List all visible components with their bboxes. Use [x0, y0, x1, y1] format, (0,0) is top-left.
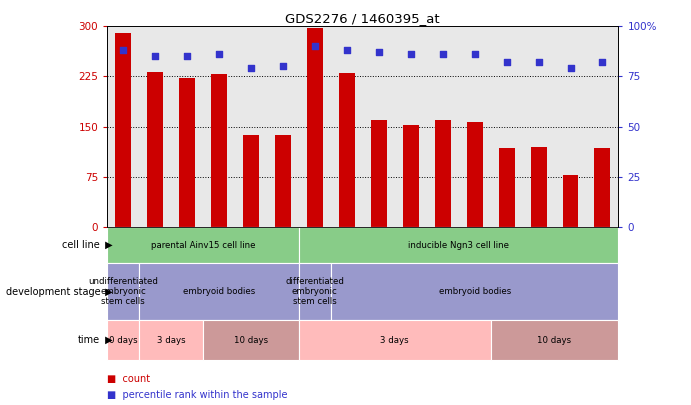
Bar: [139, 320, 203, 360]
Bar: [435, 120, 451, 227]
Text: time: time: [78, 335, 100, 345]
Text: ▶: ▶: [102, 335, 112, 345]
Point: [405, 51, 416, 58]
Text: ■  percentile rank within the sample: ■ percentile rank within the sample: [107, 390, 287, 400]
Bar: [203, 320, 299, 360]
Bar: [466, 122, 482, 227]
Bar: [275, 134, 291, 227]
Point: [501, 59, 512, 66]
Text: ▶: ▶: [102, 287, 112, 296]
Bar: [307, 28, 323, 227]
Point: [245, 65, 256, 72]
Bar: [179, 79, 195, 227]
Point: [469, 51, 480, 58]
Point: [149, 53, 160, 60]
Point: [182, 53, 193, 60]
Text: ▶: ▶: [102, 240, 112, 250]
Bar: [491, 320, 618, 360]
Point: [437, 51, 448, 58]
Bar: [107, 227, 299, 263]
Bar: [299, 263, 331, 320]
Point: [117, 47, 129, 53]
Point: [214, 51, 225, 58]
Bar: [139, 263, 299, 320]
Point: [277, 63, 288, 70]
Point: [565, 65, 576, 72]
Text: 3 days: 3 days: [381, 336, 409, 345]
Bar: [594, 148, 610, 227]
Text: development stage: development stage: [6, 287, 100, 296]
Title: GDS2276 / 1460395_at: GDS2276 / 1460395_at: [285, 12, 440, 25]
Bar: [299, 320, 491, 360]
Text: cell line: cell line: [62, 240, 100, 250]
Bar: [243, 134, 259, 227]
Bar: [331, 263, 618, 320]
Bar: [211, 75, 227, 227]
Point: [341, 47, 352, 53]
Point: [373, 49, 384, 55]
Text: inducible Ngn3 cell line: inducible Ngn3 cell line: [408, 241, 509, 249]
Text: embryoid bodies: embryoid bodies: [183, 287, 255, 296]
Text: 3 days: 3 days: [157, 336, 185, 345]
Text: 10 days: 10 days: [538, 336, 571, 345]
Text: differentiated
embryonic
stem cells: differentiated embryonic stem cells: [285, 277, 344, 307]
Text: 0 days: 0 days: [108, 336, 138, 345]
Bar: [339, 73, 354, 227]
Bar: [107, 320, 139, 360]
Bar: [147, 72, 163, 227]
Bar: [403, 125, 419, 227]
Text: 10 days: 10 days: [234, 336, 268, 345]
Bar: [115, 33, 131, 227]
Bar: [107, 263, 139, 320]
Bar: [499, 148, 515, 227]
Point: [597, 59, 608, 66]
Bar: [531, 147, 547, 227]
Text: undifferentiated
embryonic
stem cells: undifferentiated embryonic stem cells: [88, 277, 158, 307]
Text: embryoid bodies: embryoid bodies: [439, 287, 511, 296]
Text: parental Ainv15 cell line: parental Ainv15 cell line: [151, 241, 255, 249]
Bar: [371, 120, 387, 227]
Bar: [299, 227, 618, 263]
Point: [310, 43, 321, 49]
Text: ■  count: ■ count: [107, 374, 150, 384]
Point: [533, 59, 544, 66]
Bar: [562, 175, 578, 227]
